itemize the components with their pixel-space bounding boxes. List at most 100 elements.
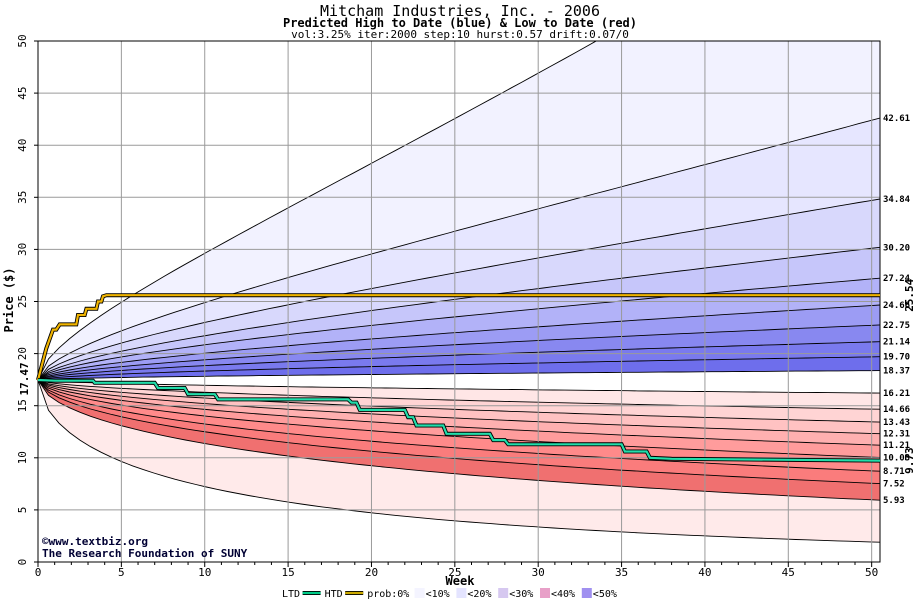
end-value-label: 16.21 (883, 389, 910, 399)
quantile-curve-8 (38, 356, 880, 381)
quantile-curve-15 (38, 379, 880, 458)
y-tick-label: 25 (16, 295, 29, 308)
x-tick-labels: 0 5 10 15 20 25 30 35 40 45 50 (35, 566, 879, 579)
legend-label-htd: HTD (325, 589, 343, 600)
quantile-curve-19 (38, 379, 880, 543)
x-tick-label: 45 (782, 566, 795, 579)
y-tick-label: 15 (16, 399, 29, 412)
low-band-1 (38, 380, 880, 423)
y-tick-label: 0 (16, 559, 29, 566)
quantile-curve-4 (38, 277, 880, 381)
x-tick-label: 30 (532, 566, 545, 579)
quantile-curve-11 (38, 379, 880, 410)
x-tick-label: 0 (35, 566, 42, 579)
high-band-8 (38, 356, 880, 380)
end-value-label: 11.21 (883, 441, 910, 451)
end-value-label: 18.37 (883, 367, 910, 377)
legend-swatch-label: <10% (426, 589, 450, 600)
ltd-line (37, 378, 881, 462)
end-labels: 42.61 34.84 30.20 27.24 24.66 22.75 21.14 19.70… (883, 114, 911, 506)
htd-line (36, 294, 880, 381)
quantile-curve-7 (38, 341, 880, 381)
low-band-7 (38, 380, 880, 501)
grid (38, 41, 880, 562)
legend-swatch (581, 588, 592, 598)
low-band-0 (38, 380, 880, 410)
quantile-curve-10 (38, 379, 880, 394)
end-value-label: 34.84 (883, 195, 911, 205)
x-tick-label: 35 (615, 566, 628, 579)
x-tick-label: 50 (865, 566, 878, 579)
quantile-curve-16 (38, 379, 880, 472)
quantile-curve-0 (38, 41, 598, 381)
start-price-label: 17.47 (18, 362, 31, 395)
high-band-2 (38, 199, 880, 380)
quantile-curve-13 (38, 379, 880, 435)
quantile-curve-5 (38, 304, 880, 381)
chart-title: Mitcham Industries, Inc. - 2006 (320, 2, 600, 20)
high-band-3 (38, 247, 880, 380)
quantile-curve-2 (38, 198, 880, 381)
legend-swatch (456, 588, 467, 598)
legend-swatch-label: <20% (467, 589, 491, 600)
quantile-curve-14 (38, 379, 880, 446)
y-tick-labels: 0 5 10 15 20 25 30 35 40 45 50 17.47 (16, 34, 31, 565)
quantile-curve-12 (38, 379, 880, 423)
legend-swatch-label: <40% (551, 589, 575, 600)
high-band-6 (38, 324, 880, 380)
end-value-label: 12.31 (883, 430, 910, 440)
legend: LTD HTD prob:0% <10% <20% <30% <40% <50% (282, 588, 617, 600)
legend-swatch-label: <30% (509, 589, 533, 600)
credit-line-2: The Research Foundation of SUNY (42, 547, 248, 560)
low-band-2 (38, 380, 880, 434)
quantile-curve-1 (38, 117, 880, 381)
quantile-curve-6 (38, 324, 880, 381)
end-value-label: 8.71 (883, 467, 905, 477)
end-value-label: 14.66 (883, 405, 910, 415)
legend-swatch-label: <50% (593, 589, 617, 600)
high-band-0 (38, 41, 880, 380)
end-value-label: 22.75 (883, 321, 910, 331)
legend-label-ltd: LTD (282, 589, 300, 600)
y-tick-label: 20 (16, 347, 29, 360)
end-value-label: 21.14 (883, 338, 911, 348)
y-axis-label: Price ($) (2, 267, 16, 332)
y-tick-label: 40 (16, 139, 29, 152)
x-tick-label: 20 (365, 566, 378, 579)
y-tick-label: 45 (16, 86, 29, 99)
plot-frame (34, 40, 881, 567)
end-value-label: 27.24 (883, 274, 911, 284)
end-value-label: 10.03 (883, 453, 910, 463)
y-tick-label: 10 (16, 451, 29, 464)
x-tick-label: 10 (198, 566, 211, 579)
x-tick-label: 15 (281, 566, 294, 579)
y-tick-label: 5 (16, 507, 29, 514)
high-band-7 (38, 341, 880, 380)
end-value-label: 30.20 (883, 243, 910, 253)
legend-swatch (414, 588, 425, 598)
simulation-params: vol:3.25% iter:2000 step:10 hurst:0.57 d… (291, 28, 629, 41)
htd-final-label: 25.54 (903, 278, 916, 311)
quantile-curve-9 (38, 370, 880, 381)
quantile-curves (38, 41, 880, 543)
end-value-label: 7.52 (883, 480, 905, 490)
chart-subtitle: Predicted High to Date (blue) & Low to D… (283, 16, 637, 30)
ltd-final-label: 9.73 (903, 447, 916, 474)
high-band-5 (38, 305, 880, 380)
low-band-8 (38, 380, 880, 543)
todate-lines: 25.54 9.73 (36, 278, 916, 474)
y-tick-label: 35 (16, 191, 29, 204)
quantile-curve-3 (38, 246, 880, 381)
low-band-4 (38, 380, 880, 458)
quantile-curve-18 (38, 379, 880, 501)
x-tick-label: 25 (448, 566, 461, 579)
end-value-label: 13.43 (883, 418, 910, 428)
y-tick-label: 30 (16, 243, 29, 256)
credit-line-1: ©www.textbiz.org (42, 535, 148, 548)
end-value-label: 19.70 (883, 353, 910, 363)
end-value-label: 24.66 (883, 301, 910, 311)
legend-swatch (498, 588, 509, 598)
end-value-label: 5.93 (883, 496, 905, 506)
x-axis-label: Week (446, 574, 476, 588)
